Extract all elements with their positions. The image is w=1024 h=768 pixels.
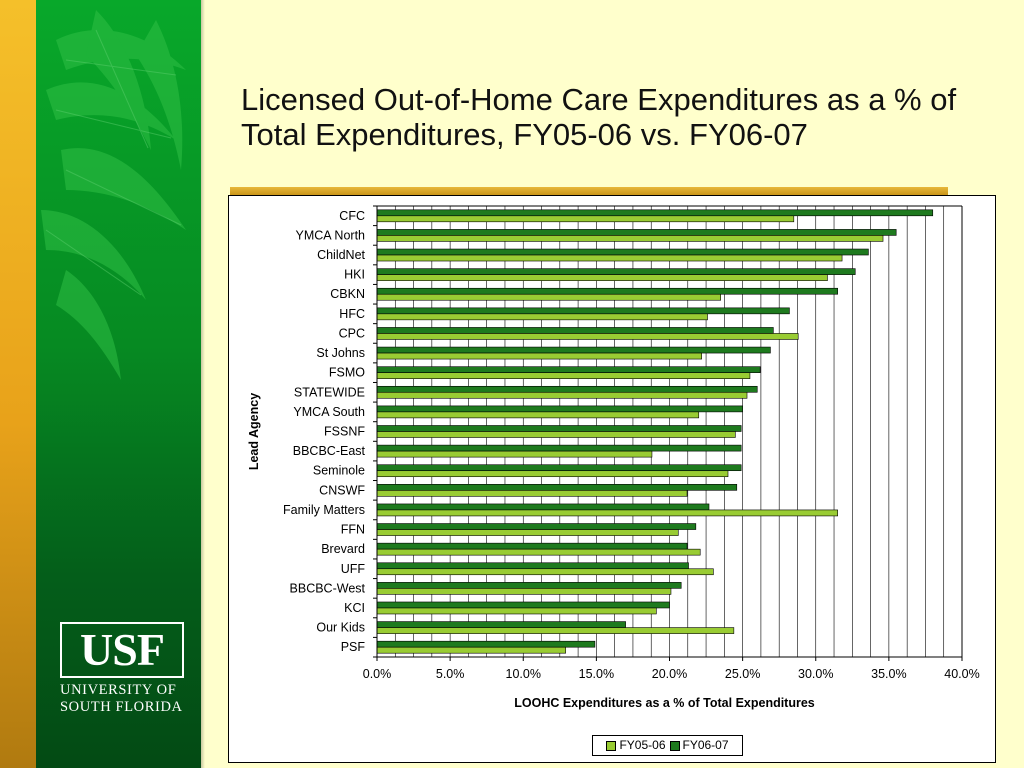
usf-logo-mark: USF [60,622,184,678]
legend-item-fy0506: FY05-06 [606,736,666,755]
bar-fy0506 [376,254,843,262]
bar-fy0607 [376,287,838,295]
bar-chart: CFC YMCA North ChildNet HKI CBKN HFC CPC St Joh… [247,205,980,710]
bar-fy0607 [376,209,934,217]
category-label: BBCBC-West [290,581,366,595]
bar-fy0607 [376,582,682,589]
bar-fy0607 [376,327,774,334]
bar-fy0506 [376,470,729,478]
palm-leaves-decoration [41,10,186,380]
bar-fy0607 [376,366,761,373]
category-label: STATEWIDE [294,385,365,399]
bar-fy0506 [376,313,708,321]
legend-label-fy0607: FY06-07 [682,738,729,752]
category-label: PSF [341,640,366,654]
bar-fy0506 [376,411,700,419]
bar-fy0607 [376,542,688,550]
bar-fy0607 [376,307,790,315]
category-label: CNSWF [319,483,365,497]
bar-fy0506 [376,529,679,536]
category-label: YMCA North [296,228,366,242]
x-axis-title: LOOHC Expenditures as a % of Total Expen… [514,696,815,710]
bar-fy0506 [376,333,799,340]
bar-fy0506 [376,588,672,595]
legend-item-fy0607: FY06-07 [669,736,729,755]
chart-frame: CFC YMCA North ChildNet HKI CBKN HFC CPC St Joh… [228,195,996,763]
bar-fy0607 [376,385,758,393]
bar-fy0506 [376,490,688,497]
bar-fy0506 [376,450,653,458]
x-tick-label: 40.0% [944,667,979,681]
bar-fy0506 [376,568,714,576]
bar-fy0506 [376,509,838,517]
bar-fy0607 [376,425,742,432]
x-tick-label: 5.0% [436,667,465,681]
bar-fy0607 [376,484,738,491]
category-label: CPC [339,326,365,340]
category-label: Family Matters [283,503,365,517]
title-underline-rule [230,187,948,195]
category-label: CBKN [330,287,365,301]
left-decorative-panel [36,0,201,768]
category-label: HKI [344,268,365,282]
usf-logo-line2: SOUTH FLORIDA [60,699,183,715]
category-label: FSSNF [324,425,365,439]
bar-fy0607 [376,405,743,413]
bar-fy0607 [376,621,626,628]
bar-fy0506 [376,548,701,556]
bar-fy0607 [376,503,710,511]
category-label: CFC [339,209,365,223]
bar-fy0506 [376,293,721,301]
bar-fy0607 [376,444,742,452]
bar-fy0607 [376,268,856,275]
bar-fy0607 [376,640,596,648]
bar-fy0607 [376,229,897,236]
x-tick-label: 30.0% [798,667,833,681]
slide-title: Licensed Out-of-Home Care Expenditures a… [241,82,957,152]
category-label: Brevard [321,542,365,556]
bar-fy0607 [376,346,771,354]
bar-fy0506 [376,431,736,438]
y-axis-title: Lead Agency [247,393,261,470]
category-label: Seminole [313,464,365,478]
panel-edge-shadow [201,0,205,768]
legend-swatch-fy0607 [669,740,680,751]
category-label: HFC [339,307,365,321]
bar-fy0506 [376,235,884,242]
category-label: UFF [341,562,366,576]
legend-label-fy0506: FY05-06 [619,738,666,752]
category-label: BBCBC-East [293,444,366,458]
bar-fy0607 [376,523,697,530]
bar-fy0607 [376,562,689,570]
category-label: St Johns [316,346,365,360]
bar-fy0506 [376,607,657,615]
usf-logo-line1: UNIVERSITY OF [60,682,177,698]
bar-fy0506 [376,352,702,360]
category-label: FFN [341,523,365,537]
bar-fy0506 [376,646,566,654]
category-label: KCI [344,601,365,615]
bar-fy0506 [376,215,795,223]
x-tick-label: 35.0% [871,667,906,681]
category-label: FSMO [329,366,365,380]
bar-fy0607 [376,464,742,472]
bar-fy0506 [376,627,735,634]
bar-fy0506 [376,372,751,379]
bar-fy0506 [376,274,828,281]
left-accent-stripe [0,0,36,768]
category-label: Our Kids [316,621,365,635]
category-label: ChildNet [317,248,365,262]
x-tick-label: 15.0% [579,667,614,681]
x-tick-label: 10.0% [506,667,541,681]
bar-fy0607 [376,248,869,256]
x-tick-label: 20.0% [652,667,687,681]
chart-legend: FY05-06 FY06-07 [592,735,743,756]
x-tick-label: 25.0% [725,667,760,681]
category-label: YMCA South [293,405,365,419]
bar-fy0506 [376,391,748,399]
bar-fy0607 [376,601,670,609]
legend-swatch-fy0506 [606,740,617,751]
x-tick-label: 0.0% [363,667,392,681]
